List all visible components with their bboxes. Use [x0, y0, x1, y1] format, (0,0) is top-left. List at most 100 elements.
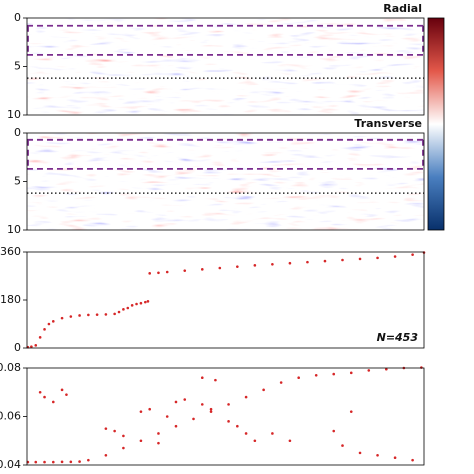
point: [332, 429, 336, 433]
point: [165, 270, 169, 274]
point: [236, 265, 239, 268]
point: [126, 306, 130, 310]
y-tick-label: 5: [14, 175, 21, 188]
point: [139, 439, 143, 443]
y-tick-label: 360: [0, 245, 21, 258]
point: [157, 432, 160, 435]
point: [146, 300, 150, 303]
axes-frame: [26, 251, 425, 349]
point: [341, 444, 344, 447]
heatmap-image: [27, 18, 424, 115]
point: [183, 269, 187, 272]
point: [200, 376, 204, 380]
point: [236, 424, 239, 428]
y-tick-label: 10: [7, 108, 21, 121]
point: [139, 301, 143, 305]
point: [87, 458, 90, 462]
y-tick-label: 0.08: [0, 361, 21, 374]
point: [367, 369, 371, 372]
y-tick-label: 0.04: [0, 458, 21, 471]
point: [297, 376, 300, 380]
point: [349, 371, 353, 375]
y-tick-label: 0: [14, 11, 21, 24]
point: [349, 410, 353, 413]
point: [122, 308, 125, 311]
point: [148, 407, 151, 411]
point: [214, 378, 217, 382]
point: [183, 398, 187, 401]
point: [51, 400, 55, 404]
point: [393, 456, 397, 460]
point: [60, 388, 64, 392]
point: [209, 407, 213, 411]
point: [385, 367, 388, 371]
point: [411, 253, 414, 256]
y-tick-label: 0.06: [0, 410, 21, 423]
point: [332, 372, 336, 376]
y-tick-label: 5: [14, 60, 21, 73]
point: [165, 415, 169, 418]
point: [209, 410, 213, 413]
point: [157, 441, 160, 445]
point: [38, 390, 42, 394]
point: [253, 439, 257, 443]
point: [51, 320, 55, 323]
point: [306, 260, 309, 264]
point: [174, 424, 178, 428]
point: [376, 454, 379, 457]
point: [271, 432, 274, 435]
point: [323, 259, 327, 263]
point: [43, 460, 46, 464]
point: [60, 460, 64, 464]
point: [122, 434, 125, 438]
point: [47, 322, 51, 326]
point: [358, 257, 362, 261]
point: [87, 313, 90, 317]
point: [227, 403, 230, 406]
point: [227, 420, 230, 423]
point: [34, 344, 38, 347]
point: [148, 272, 151, 275]
point: [244, 395, 248, 399]
point: [69, 460, 73, 464]
point: [78, 460, 81, 463]
point: [279, 381, 283, 384]
point: [51, 460, 55, 464]
point: [144, 300, 147, 304]
point: [122, 446, 125, 450]
y-tick-label: 180: [0, 293, 21, 306]
point: [244, 432, 248, 435]
heatmap-image: [27, 133, 424, 230]
point: [65, 393, 68, 396]
point: [200, 403, 204, 406]
point: [174, 400, 178, 404]
point: [78, 314, 81, 317]
point: [218, 266, 222, 270]
point: [43, 328, 46, 331]
colorbar: [427, 17, 445, 231]
point: [95, 313, 99, 316]
point: [200, 268, 204, 271]
point: [104, 427, 108, 430]
point: [314, 373, 318, 377]
point: [393, 255, 397, 258]
point: [341, 258, 344, 262]
y-tick-label: 10: [7, 223, 21, 236]
point: [130, 304, 134, 307]
y-tick-label: 0: [14, 126, 21, 139]
point: [104, 454, 108, 457]
point: [411, 458, 414, 462]
panel-title: Transverse: [354, 117, 422, 130]
point: [262, 388, 265, 392]
y-tick-label: 0: [14, 341, 21, 354]
point: [376, 256, 379, 260]
point: [271, 262, 274, 266]
point: [288, 261, 292, 265]
point: [113, 429, 116, 433]
point: [420, 366, 423, 369]
point: [135, 302, 138, 306]
point: [117, 310, 121, 314]
panel-title: Radial: [383, 2, 422, 15]
point: [192, 417, 195, 421]
